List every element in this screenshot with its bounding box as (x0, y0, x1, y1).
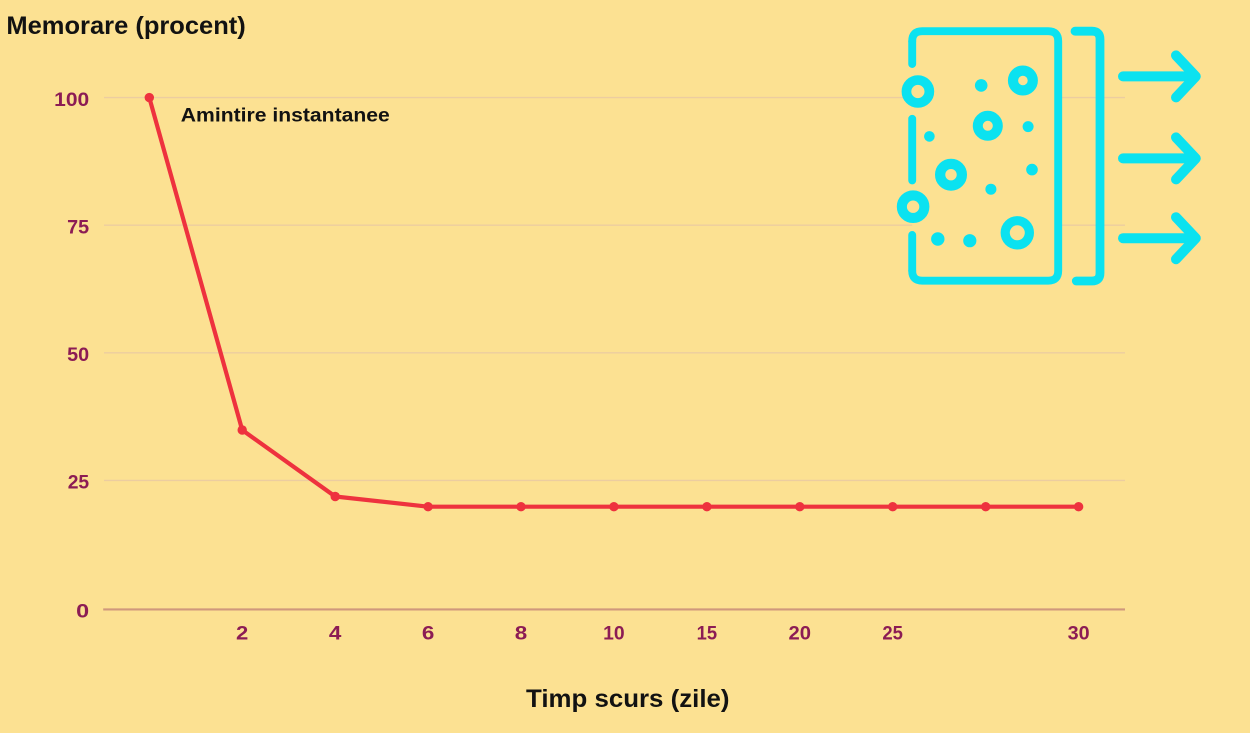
svg-text:25: 25 (882, 623, 903, 645)
svg-text:2: 2 (236, 623, 248, 645)
svg-text:4: 4 (329, 623, 342, 645)
svg-text:6: 6 (422, 623, 435, 645)
svg-text:Timp scurs (zile): Timp scurs (zile) (526, 686, 730, 713)
svg-text:25: 25 (68, 472, 90, 494)
svg-text:8: 8 (515, 623, 528, 645)
svg-text:10: 10 (603, 623, 625, 645)
svg-text:100: 100 (54, 89, 89, 111)
svg-text:0: 0 (76, 600, 89, 622)
svg-text:30: 30 (1068, 623, 1090, 645)
svg-text:Amintire instantanee: Amintire instantanee (181, 106, 390, 127)
svg-text:15: 15 (697, 623, 718, 645)
svg-text:20: 20 (789, 623, 812, 645)
svg-text:75: 75 (67, 217, 89, 239)
svg-text:Memorare (procent): Memorare (procent) (6, 12, 245, 40)
svg-text:50: 50 (67, 344, 89, 366)
